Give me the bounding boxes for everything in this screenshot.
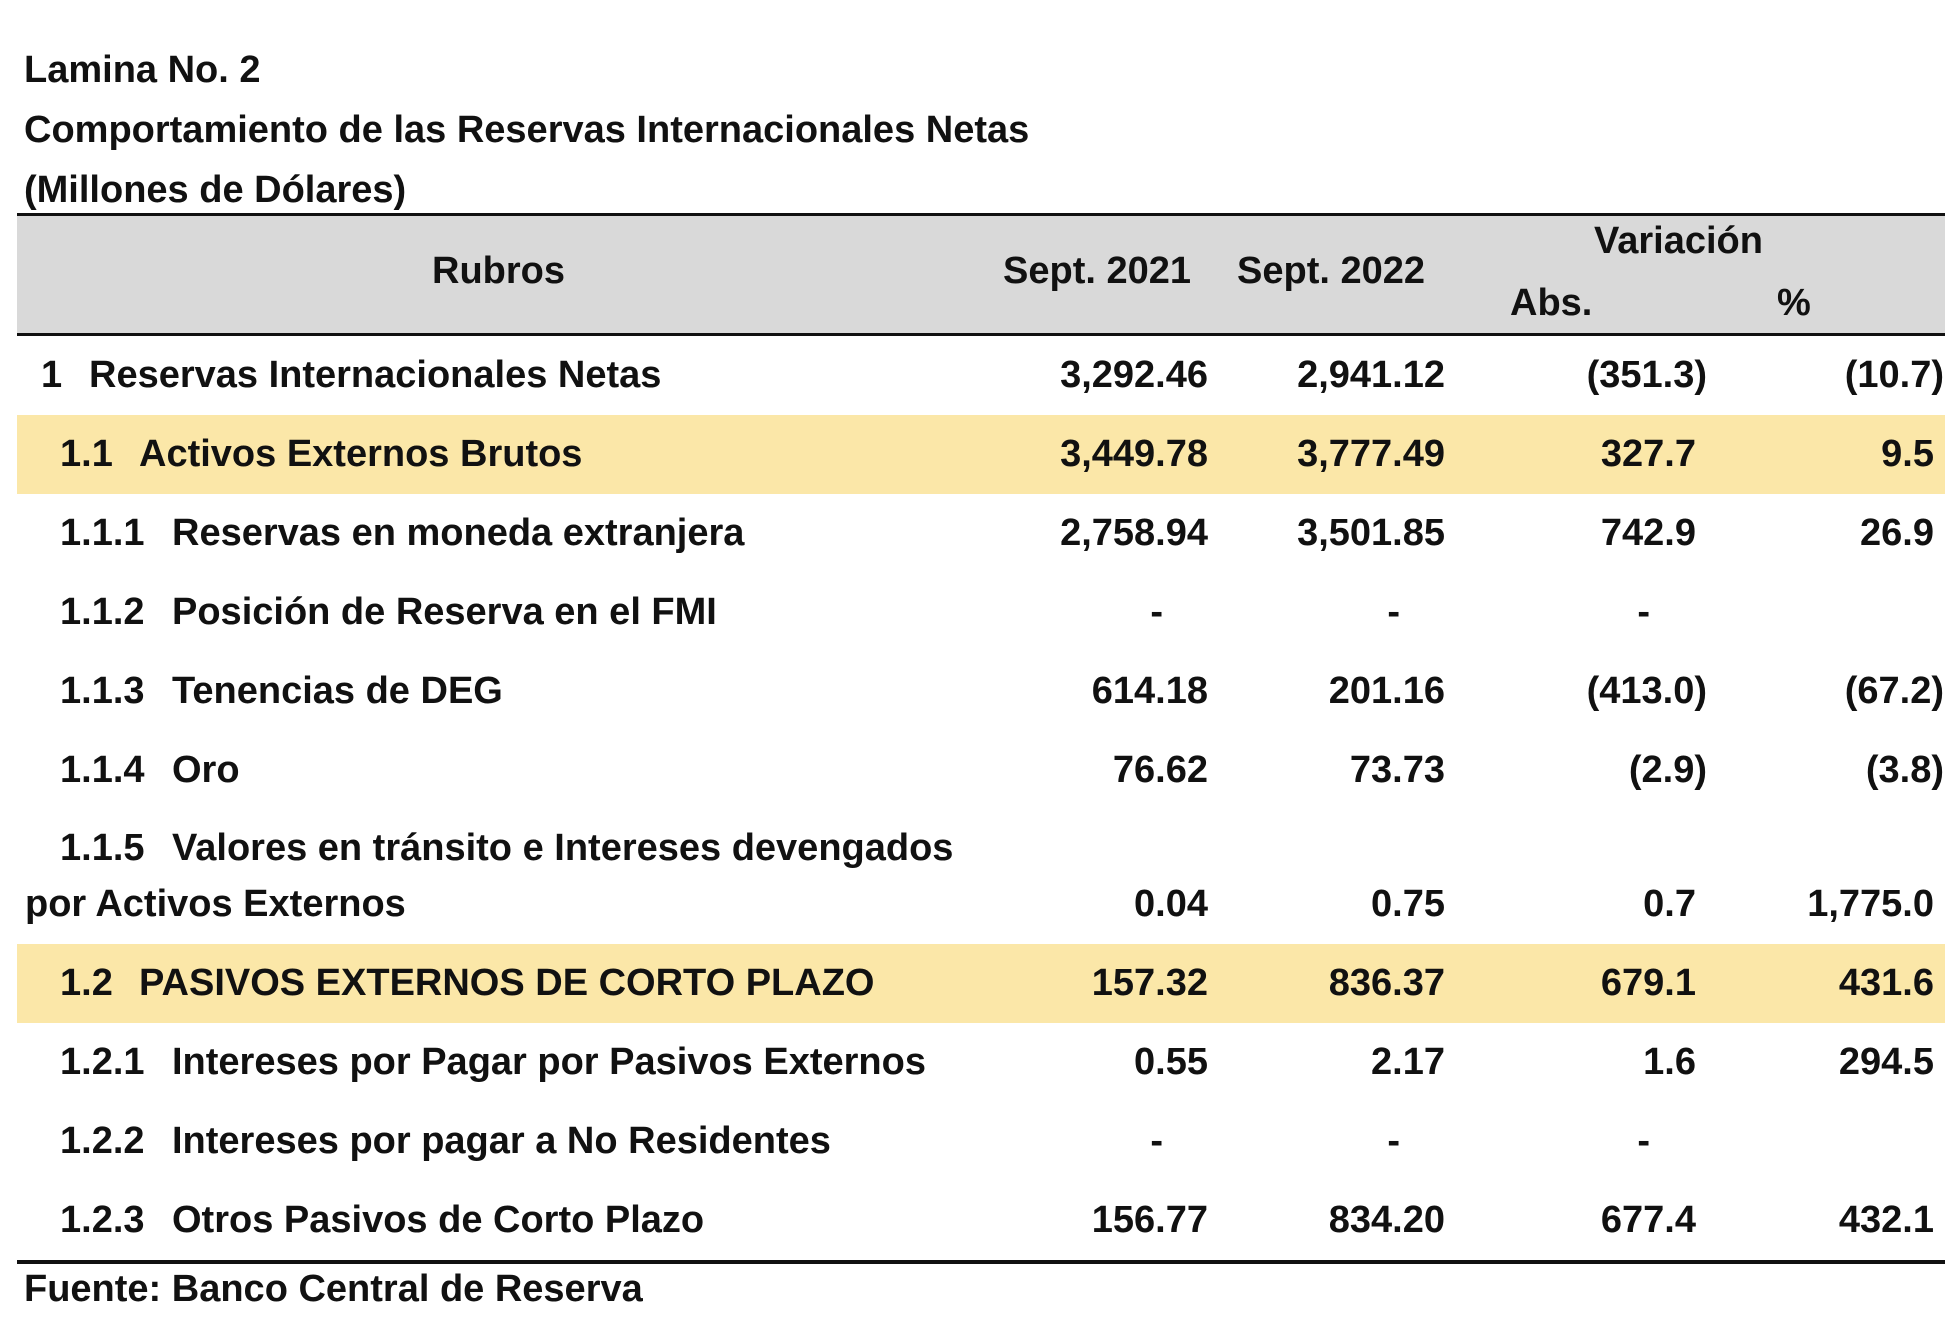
value-variacion-pct: (3.8) (1865, 749, 1944, 791)
value-variacion-pct: 1,775.0 (1807, 883, 1934, 925)
value-sept-2022: 3,501.85 (1297, 512, 1445, 554)
value-variacion-pct: 26.9 (1860, 512, 1934, 554)
value-sept-2021: 157.32 (1091, 962, 1208, 1004)
row-code: 1.1.3 (60, 670, 145, 712)
header-rubros: Rubros (432, 250, 565, 292)
table-row: 1.1.4 Oro 76.62 73.73 (2.9) (3.8) (17, 731, 1945, 810)
row-label: Intereses por Pagar por Pasivos Externos (172, 1041, 926, 1083)
value-variacion-pct: 294.5 (1838, 1041, 1934, 1083)
value-sept-2021: 3,292.46 (1060, 354, 1208, 396)
row-label: Tenencias de DEG (172, 670, 503, 712)
table-row: 1.2.3 Otros Pasivos de Corto Plazo 156.77 8… (17, 1181, 1945, 1264)
table-row: por Activos Externos 1.1.5 Valores en trán… (17, 810, 1945, 944)
row-code: 1.1.2 (60, 591, 145, 633)
row-code: 1.1.5 (60, 827, 145, 869)
title-block: Lamina No. 2 Comportamiento de las Reser… (24, 40, 1029, 220)
row-code: 1.2.2 (60, 1120, 145, 1162)
table-row: 1.1.3 Tenencias de DEG 614.18 201.16 (413.0)… (17, 652, 1945, 731)
value-variacion-abs: (413.0) (1586, 670, 1707, 712)
value-sept-2022: 0.75 (1371, 883, 1445, 925)
table-body: 1 Reservas Internacionales Netas 3,292.46 2… (17, 336, 1945, 1264)
value-variacion-abs: 0.7 (1643, 883, 1696, 925)
table-row: 1.2.1 Intereses por Pagar por Pasivos Ext… (17, 1023, 1945, 1102)
value-sept-2021: 0.04 (1134, 883, 1208, 925)
header-abs: Abs. (1510, 282, 1593, 324)
value-variacion-abs: - (1637, 1120, 1650, 1162)
value-sept-2022: 834.20 (1328, 1199, 1445, 1241)
table-row: 1 Reservas Internacionales Netas 3,292.46 2… (17, 336, 1945, 415)
row-label: Otros Pasivos de Corto Plazo (172, 1199, 705, 1241)
value-sept-2021: 76.62 (1112, 749, 1208, 791)
value-variacion-pct: 431.6 (1838, 962, 1934, 1004)
value-variacion-abs: 742.9 (1600, 512, 1696, 554)
value-variacion-abs: 677.4 (1600, 1199, 1696, 1241)
value-variacion-pct: 432.1 (1838, 1199, 1934, 1241)
reserves-table: Rubros Sept. 2021 Sept. 2022 Variación A… (17, 213, 1945, 1264)
header-variacion: Variación (1594, 220, 1763, 262)
value-sept-2022: 836.37 (1328, 962, 1445, 1004)
value-variacion-abs: (351.3) (1586, 354, 1707, 396)
value-sept-2022: - (1387, 1120, 1400, 1162)
title-line-1: Lamina No. 2 (24, 49, 261, 91)
value-sept-2021: 156.77 (1091, 1199, 1208, 1241)
value-sept-2021: - (1150, 591, 1163, 633)
table-row: 1.1.2 Posición de Reserva en el FMI - - - (17, 573, 1945, 652)
row-code: 1.1.1 (60, 512, 145, 554)
value-sept-2022: - (1387, 591, 1400, 633)
value-sept-2021: 614.18 (1091, 670, 1208, 712)
row-label: Activos Externos Brutos (139, 433, 583, 475)
value-sept-2022: 73.73 (1349, 749, 1445, 791)
value-sept-2022: 201.16 (1328, 670, 1445, 712)
row-code: 1.2.3 (60, 1199, 145, 1241)
row-code: 1.1.4 (60, 749, 145, 791)
value-variacion-pct: (67.2) (1844, 670, 1944, 712)
header-sept-2022: Sept. 2022 (1237, 250, 1425, 292)
row-label-continued: por Activos Externos (25, 883, 406, 925)
table-header: Rubros Sept. 2021 Sept. 2022 Variación A… (17, 213, 1945, 336)
value-sept-2022: 2.17 (1371, 1041, 1445, 1083)
row-label: Oro (172, 749, 240, 791)
value-sept-2021: 0.55 (1134, 1041, 1208, 1083)
value-variacion-abs: 1.6 (1643, 1041, 1696, 1083)
row-code: 1.2.1 (60, 1041, 145, 1083)
row-label: Reservas Internacionales Netas (89, 354, 662, 396)
value-variacion-abs: 679.1 (1600, 962, 1696, 1004)
header-sept-2021: Sept. 2021 (1003, 250, 1191, 292)
row-code: 1.2 (60, 962, 113, 1004)
row-label: Reservas en moneda extranjera (172, 512, 745, 554)
row-label: PASIVOS EXTERNOS DE CORTO PLAZO (139, 962, 875, 1004)
value-variacion-pct: 9.5 (1881, 433, 1934, 475)
title-line-2: Comportamiento de las Reservas Internaci… (24, 109, 1030, 151)
row-label: Intereses por pagar a No Residentes (172, 1120, 831, 1162)
source-note: Fuente: Banco Central de Reserva (24, 1268, 643, 1310)
row-code: 1.1 (60, 433, 113, 475)
table-row: 1.2 PASIVOS EXTERNOS DE CORTO PLAZO 157.32… (17, 944, 1945, 1023)
table-row: 1.2.2 Intereses por pagar a No Residentes… (17, 1102, 1945, 1181)
value-variacion-abs: 327.7 (1600, 433, 1696, 475)
value-sept-2022: 2,941.12 (1297, 354, 1445, 396)
value-variacion-abs: - (1637, 591, 1650, 633)
table-row: 1.1 Activos Externos Brutos 3,449.78 3,777.… (17, 415, 1945, 494)
value-sept-2021: 2,758.94 (1060, 512, 1208, 554)
value-sept-2021: 3,449.78 (1060, 433, 1208, 475)
title-line-3: (Millones de Dólares) (24, 169, 407, 211)
value-variacion-pct: (10.7) (1844, 354, 1944, 396)
value-sept-2021: - (1150, 1120, 1163, 1162)
value-variacion-abs: (2.9) (1628, 749, 1707, 791)
table-row: 1.1.1 Reservas en moneda extranjera 2,758.… (17, 494, 1945, 573)
row-label: Posición de Reserva en el FMI (172, 591, 717, 633)
row-label: Valores en tránsito e Intereses devengad… (172, 827, 954, 869)
value-sept-2022: 3,777.49 (1297, 433, 1445, 475)
header-pct: % (1777, 282, 1811, 324)
row-code: 1 (41, 354, 63, 396)
